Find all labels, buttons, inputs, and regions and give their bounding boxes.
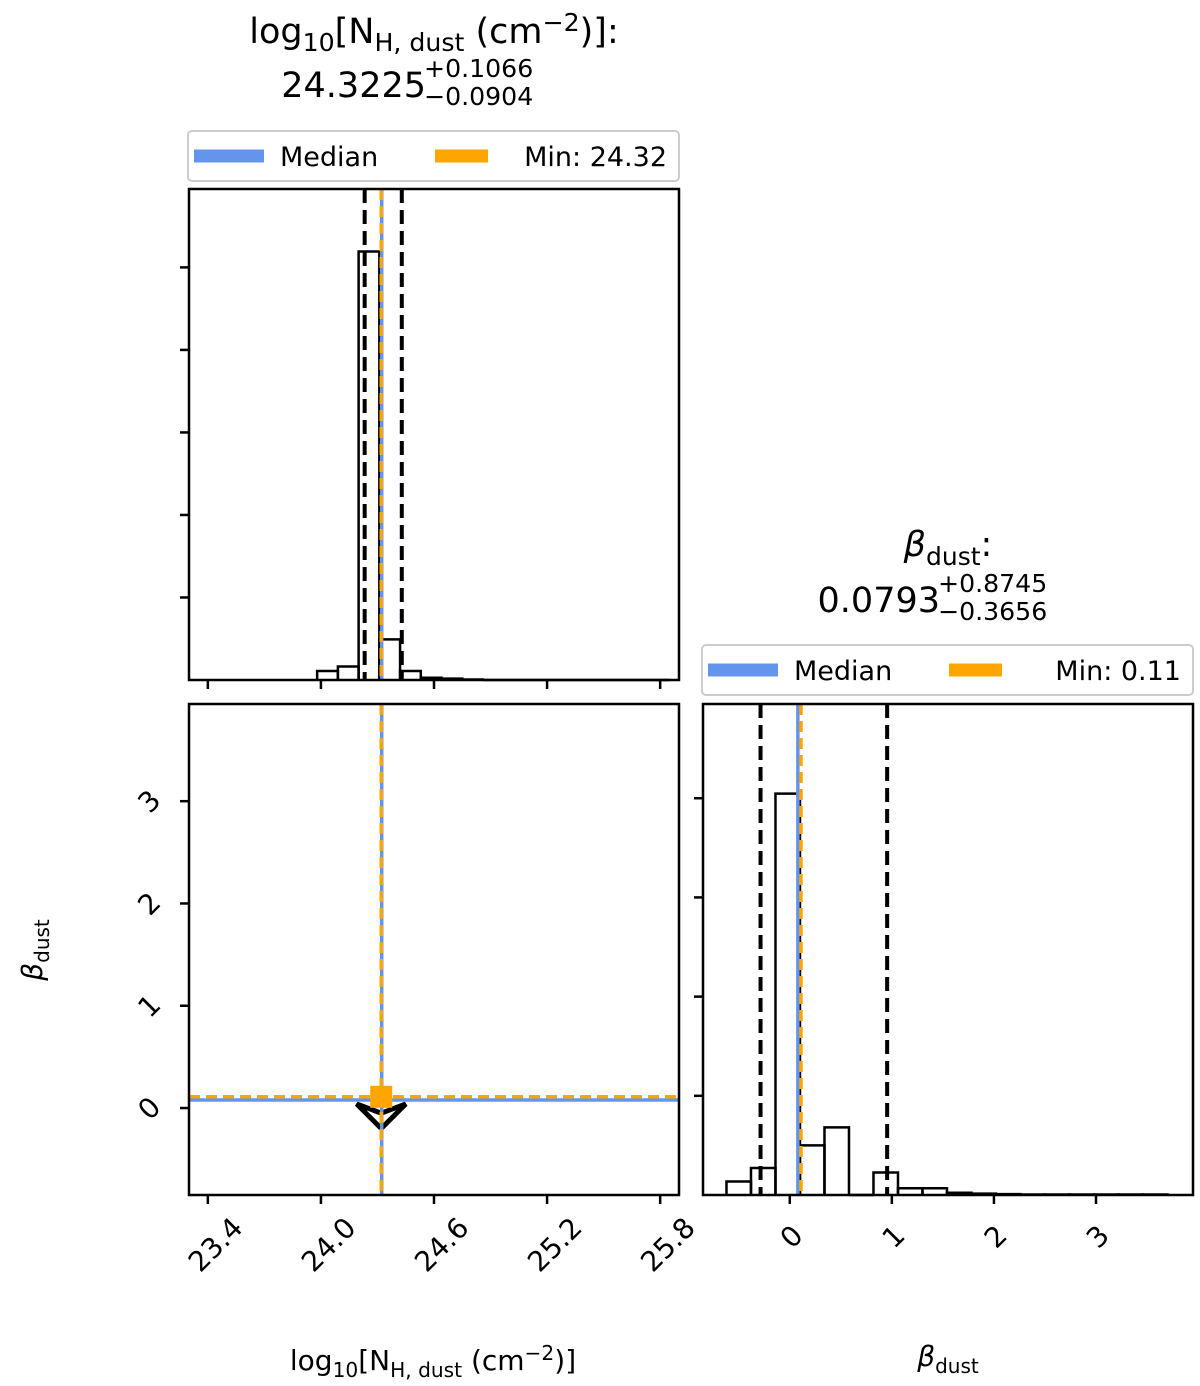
scatter-y-tick-label: 3 <box>131 784 167 820</box>
beta-err-minus: −0.3656 <box>938 597 1047 626</box>
beta-legend: Median Min: 0.11 <box>701 644 1194 696</box>
beta-title-value: 0.0793+0.8745−0.3656 <box>818 569 1048 626</box>
nh-legend-box <box>187 130 680 182</box>
beta-value-text: 0.0793 <box>818 581 940 621</box>
beta-hist-bin <box>798 1144 826 1195</box>
scatter-x-tick-label: 24.6 <box>408 1211 475 1278</box>
scatter-min-marker <box>370 1085 393 1108</box>
beta-hist-bin <box>749 1166 777 1195</box>
nh-err-plus: +0.1066 <box>424 54 533 83</box>
nh-x-axis-label: log10[NH, dust (cm−2)] <box>290 1341 576 1382</box>
beta-x-tick-label: 3 <box>1080 1219 1116 1255</box>
nh-hist-frame <box>187 187 681 682</box>
scatter-y-tick-label: 1 <box>131 988 167 1024</box>
nh-value-text: 24.3225 <box>281 66 426 106</box>
nh-legend: Median Min: 24.32 <box>187 130 680 182</box>
nh-legend-min-label: Min: 24.32 <box>524 142 667 173</box>
nh-legend-median-label: Median <box>280 142 378 173</box>
beta-legend-median-label: Median <box>794 656 892 687</box>
scatter-y-tick-label: 0 <box>131 1090 167 1126</box>
beta-x-tick-label: 0 <box>774 1219 810 1255</box>
nh-title-name: log10[NH, dust (cm−2)]: <box>249 8 619 57</box>
beta-title-name: βdust: <box>903 525 993 571</box>
beta-hist-bars <box>725 792 1169 1197</box>
nh-hist-bars <box>315 250 670 682</box>
nh-hist-bin <box>357 250 381 680</box>
scatter-frame <box>187 702 681 1197</box>
beta-x-tick-label: 2 <box>978 1219 1014 1255</box>
beta-x-axis-label: βdust <box>916 1340 979 1378</box>
nh-title-value: 24.3225+0.1066−0.0904 <box>281 54 533 111</box>
beta-legend-min-label: Min: 0.11 <box>1055 656 1181 687</box>
beta-hist-frame <box>701 702 1195 1197</box>
beta-hist-bin <box>823 1126 851 1195</box>
scatter-x-tick-label: 25.8 <box>634 1211 701 1278</box>
nh-err-minus: −0.0904 <box>424 82 533 111</box>
nh-hist-bin <box>336 665 360 680</box>
scatter-y-tick-label: 2 <box>131 886 167 922</box>
beta-hist-bin <box>725 1180 753 1195</box>
beta-legend-box <box>701 644 1194 696</box>
nh-hist-bin <box>315 669 340 680</box>
beta-x-tick-label: 1 <box>876 1219 912 1255</box>
scatter-x-tick-label: 24.0 <box>295 1211 362 1278</box>
beta-err-plus: +0.8745 <box>938 569 1047 598</box>
scatter-x-tick-label: 25.2 <box>521 1211 588 1278</box>
beta-y-axis-label: βdust <box>16 919 54 982</box>
scatter-x-tick-label: 23.4 <box>182 1211 249 1278</box>
